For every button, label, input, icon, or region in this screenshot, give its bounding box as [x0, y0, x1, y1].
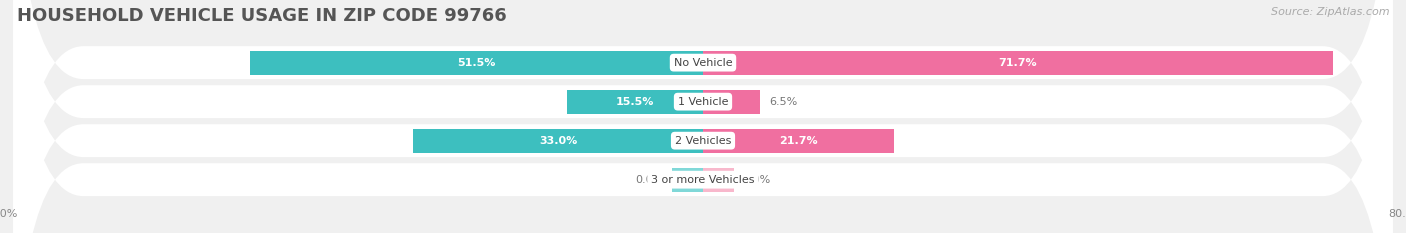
Bar [703, 89, 761, 114]
Bar [567, 89, 703, 114]
Text: Source: ZipAtlas.com: Source: ZipAtlas.com [1271, 7, 1389, 17]
Bar [703, 51, 1333, 75]
Text: 21.7%: 21.7% [779, 136, 818, 146]
FancyBboxPatch shape [13, 0, 1393, 233]
Text: No Vehicle: No Vehicle [673, 58, 733, 68]
Text: 6.5%: 6.5% [769, 97, 797, 107]
Bar [703, 129, 894, 153]
Text: 3 or more Vehicles: 3 or more Vehicles [651, 175, 755, 185]
Text: 0.0%: 0.0% [742, 175, 770, 185]
Text: 33.0%: 33.0% [538, 136, 576, 146]
Text: 15.5%: 15.5% [616, 97, 654, 107]
Text: 0.0%: 0.0% [636, 175, 664, 185]
FancyBboxPatch shape [13, 0, 1393, 233]
FancyBboxPatch shape [13, 0, 1393, 233]
Text: HOUSEHOLD VEHICLE USAGE IN ZIP CODE 99766: HOUSEHOLD VEHICLE USAGE IN ZIP CODE 9976… [17, 7, 506, 25]
Text: 51.5%: 51.5% [457, 58, 496, 68]
Bar [703, 168, 734, 192]
Text: 71.7%: 71.7% [998, 58, 1038, 68]
Text: 1 Vehicle: 1 Vehicle [678, 97, 728, 107]
Bar [413, 129, 703, 153]
Text: 2 Vehicles: 2 Vehicles [675, 136, 731, 146]
Bar [250, 51, 703, 75]
FancyBboxPatch shape [13, 0, 1393, 233]
Bar [672, 168, 703, 192]
